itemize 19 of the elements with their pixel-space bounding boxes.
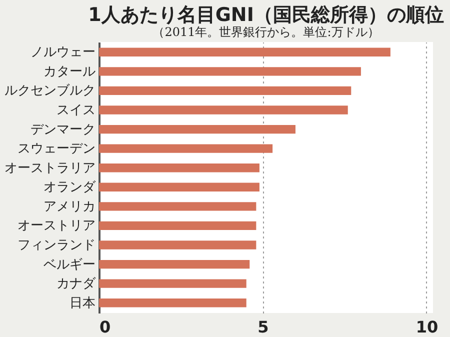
y-tick-label: デンマーク (30, 122, 96, 138)
y-tick-label: オランダ (44, 180, 96, 196)
y-tick-label: カナダ (56, 276, 96, 292)
y-tick-label: スイス (56, 102, 96, 118)
y-tick-label: ルクセンブルク (4, 84, 96, 99)
chart-subtitle: （2011年。世界銀行から。単位:万ドル） (152, 25, 380, 39)
y-tick-label: オーストラリア (4, 160, 96, 176)
chart-title: 1人あたり名目GNI（国民総所得）の順位 (88, 4, 444, 26)
x-tick-label: 10 (416, 318, 438, 336)
y-tick-label: オーストリア (18, 218, 96, 234)
y-tick-label: ノルウェー (30, 45, 96, 60)
y-tick-label: フィンランド (18, 238, 96, 254)
y-tick-label: ベルギー (44, 257, 96, 272)
y-tick-label: 日本 (70, 296, 96, 311)
x-tick-label: 5 (258, 318, 269, 336)
y-tick-label: カタール (44, 64, 96, 80)
y-tick-label: アメリカ (44, 199, 96, 214)
x-tick-label: 0 (100, 318, 111, 336)
y-tick-label: スウェーデン (18, 142, 96, 157)
